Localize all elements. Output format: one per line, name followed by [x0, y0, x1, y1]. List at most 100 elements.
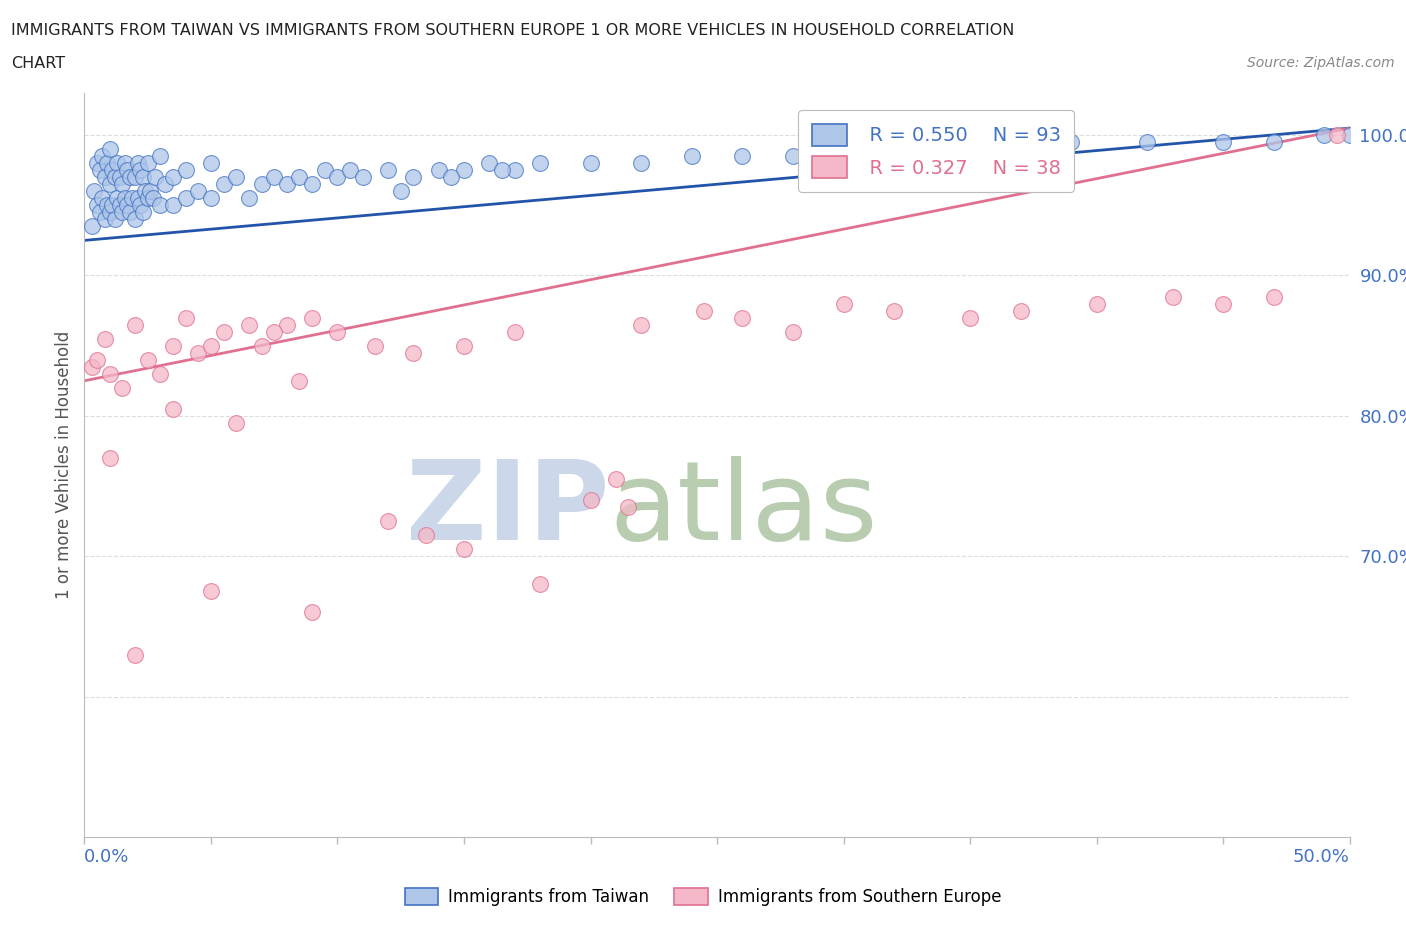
- Point: [427, 163, 450, 178]
- Point: [1263, 135, 1285, 150]
- Text: IMMIGRANTS FROM TAIWAN VS IMMIGRANTS FROM SOUTHERN EUROPE 1 OR MORE VEHICLES IN : IMMIGRANTS FROM TAIWAN VS IMMIGRANTS FRO…: [11, 23, 1015, 38]
- Point: [93, 170, 115, 185]
- Point: [1212, 135, 1234, 150]
- Point: [86, 352, 108, 367]
- Point: [276, 317, 298, 332]
- Legend:   R = 0.550    N = 93,   R = 0.327    N = 38: R = 0.550 N = 93, R = 0.327 N = 38: [799, 110, 1074, 192]
- Point: [143, 170, 166, 185]
- Point: [1010, 303, 1032, 318]
- Point: [364, 339, 387, 353]
- Point: [86, 155, 108, 170]
- Point: [377, 163, 399, 178]
- Point: [117, 198, 139, 213]
- Point: [326, 170, 349, 185]
- Point: [83, 184, 105, 199]
- Point: [1326, 127, 1348, 142]
- Point: [200, 584, 222, 599]
- Point: [731, 311, 754, 325]
- Point: [101, 163, 124, 178]
- Point: [301, 177, 323, 192]
- Point: [453, 542, 475, 557]
- Point: [124, 212, 146, 227]
- Text: 50.0%: 50.0%: [1294, 848, 1350, 866]
- Point: [212, 325, 235, 339]
- Point: [91, 149, 114, 164]
- Point: [121, 191, 143, 206]
- Point: [212, 177, 235, 192]
- Point: [832, 296, 855, 311]
- Point: [174, 163, 197, 178]
- Point: [162, 170, 184, 185]
- Point: [105, 191, 128, 206]
- Point: [402, 345, 425, 360]
- Text: CHART: CHART: [11, 56, 65, 71]
- Text: ZIP: ZIP: [406, 456, 610, 564]
- Y-axis label: 1 or more Vehicles in Household: 1 or more Vehicles in Household: [55, 331, 73, 599]
- Point: [1313, 127, 1336, 142]
- Point: [288, 373, 311, 388]
- Point: [89, 205, 111, 219]
- Point: [124, 170, 146, 185]
- Point: [630, 155, 652, 170]
- Point: [80, 219, 103, 233]
- Point: [1085, 296, 1108, 311]
- Point: [200, 191, 222, 206]
- Point: [174, 191, 197, 206]
- Point: [96, 198, 118, 213]
- Point: [174, 311, 197, 325]
- Point: [908, 141, 931, 156]
- Point: [162, 402, 184, 417]
- Point: [1263, 289, 1285, 304]
- Point: [131, 170, 153, 185]
- Point: [276, 177, 298, 192]
- Point: [402, 170, 425, 185]
- Point: [124, 317, 146, 332]
- Point: [91, 191, 114, 206]
- Point: [131, 205, 153, 219]
- Point: [579, 493, 602, 508]
- Point: [529, 155, 551, 170]
- Point: [301, 311, 323, 325]
- Point: [111, 380, 134, 395]
- Point: [187, 184, 209, 199]
- Point: [96, 155, 118, 170]
- Text: Source: ZipAtlas.com: Source: ZipAtlas.com: [1247, 56, 1395, 70]
- Point: [80, 359, 103, 374]
- Point: [129, 198, 152, 213]
- Point: [162, 198, 184, 213]
- Point: [101, 198, 124, 213]
- Point: [225, 416, 247, 431]
- Point: [503, 163, 526, 178]
- Point: [114, 155, 136, 170]
- Point: [187, 345, 209, 360]
- Point: [883, 303, 905, 318]
- Point: [238, 317, 260, 332]
- Point: [440, 170, 463, 185]
- Point: [377, 513, 399, 528]
- Point: [238, 191, 260, 206]
- Point: [142, 191, 165, 206]
- Point: [681, 149, 703, 164]
- Point: [149, 198, 172, 213]
- Point: [731, 149, 754, 164]
- Point: [139, 184, 162, 199]
- Point: [225, 170, 247, 185]
- Point: [263, 325, 285, 339]
- Point: [86, 198, 108, 213]
- Point: [415, 527, 437, 542]
- Legend: Immigrants from Taiwan, Immigrants from Southern Europe: Immigrants from Taiwan, Immigrants from …: [398, 881, 1008, 912]
- Point: [1010, 141, 1032, 156]
- Point: [1060, 135, 1083, 150]
- Point: [149, 149, 172, 164]
- Point: [134, 184, 156, 199]
- Point: [693, 303, 716, 318]
- Point: [288, 170, 311, 185]
- Point: [111, 177, 134, 192]
- Point: [149, 366, 172, 381]
- Point: [93, 331, 115, 346]
- Point: [314, 163, 336, 178]
- Point: [118, 170, 141, 185]
- Point: [89, 163, 111, 178]
- Point: [117, 163, 139, 178]
- Point: [959, 311, 981, 325]
